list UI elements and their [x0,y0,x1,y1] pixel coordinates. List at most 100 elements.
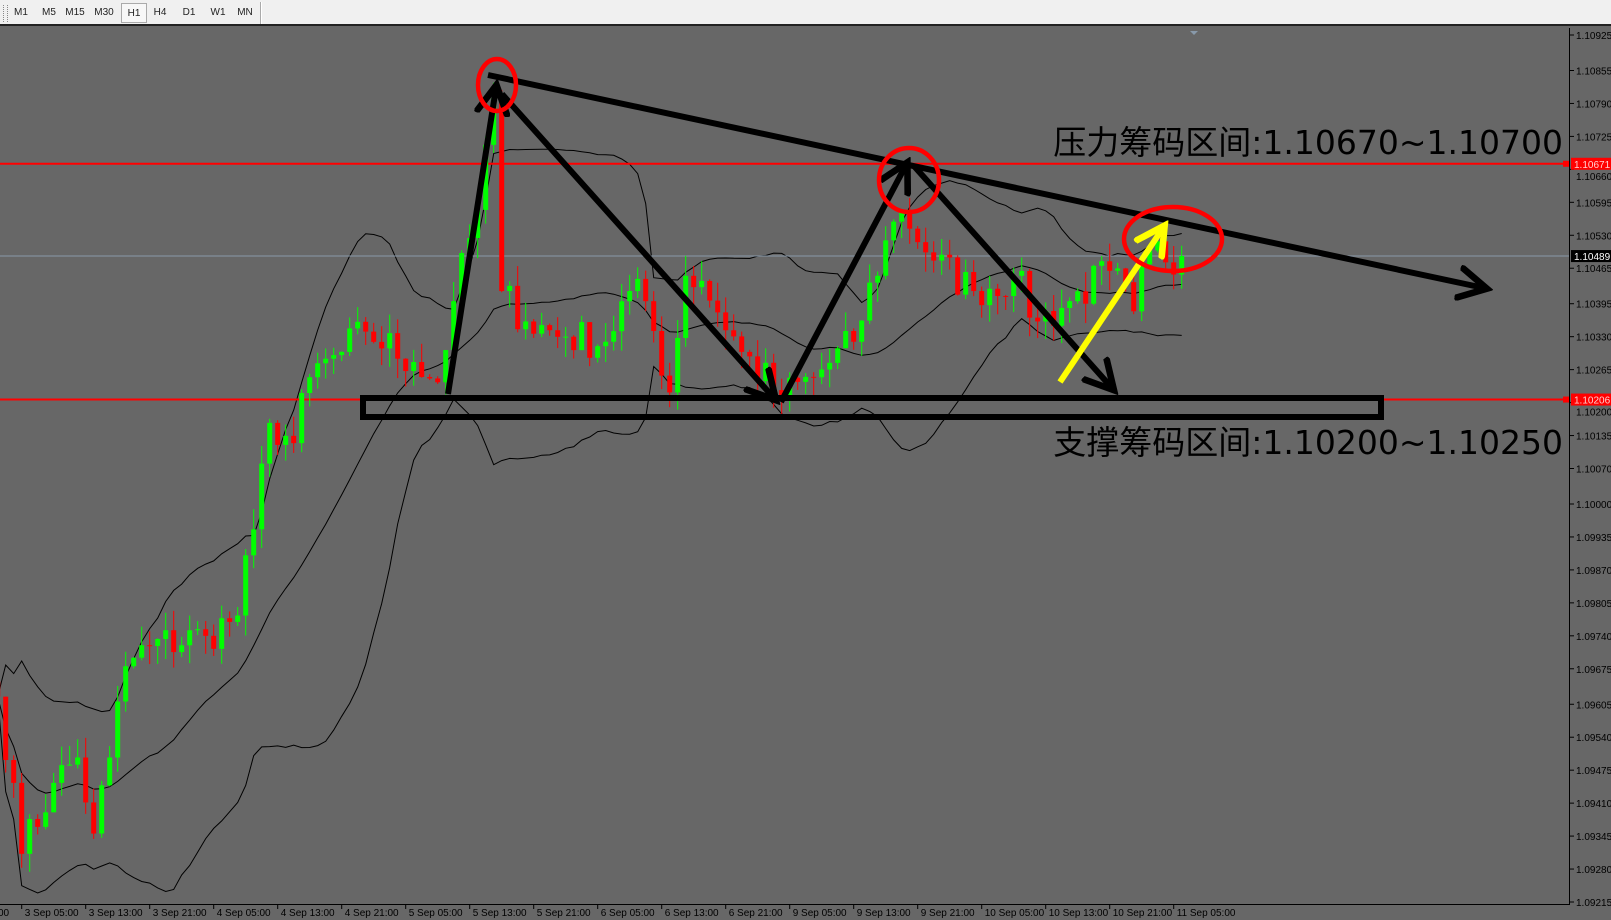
candle [1083,272,1089,324]
candle-body [1179,256,1185,275]
candle-body [387,333,393,349]
price-tick-label: 1.10330 [1576,333,1611,344]
candle [875,271,881,302]
candle-body [771,362,777,391]
candle-body [739,336,745,352]
level-handle[interactable] [1563,396,1569,403]
timeframe-m15-button[interactable]: M15 [65,7,85,18]
candle-body [419,362,425,377]
candle [1075,288,1081,304]
timeframe-w1-button[interactable]: W1 [210,7,226,18]
time-tick-label: 4 Sep 05:00 [217,908,271,919]
candle [67,745,73,766]
candle [1035,307,1041,339]
current-price-tag-label: 1.10489 [1574,252,1611,263]
price-chart[interactable]: 压力筹码区间:1.10670~1.10700 支撑筹码区间:1.10200~1.… [0,27,1611,920]
candle [979,286,985,318]
candle-body [267,422,273,464]
price-tick-label: 1.10725 [1576,132,1611,143]
candle-body [443,350,449,383]
candle [971,260,977,297]
timeframe-m30-button[interactable]: M30 [94,7,114,18]
candle [11,755,17,798]
candle [947,239,953,270]
timeframe-h4-button[interactable]: H4 [153,7,167,18]
candle-body [83,757,89,803]
price-tick-label: 1.09540 [1576,733,1611,744]
candle-body [291,435,297,444]
price-tags: 1.10671 1.10206 1.10489 [1563,157,1611,407]
candle-body [147,645,153,647]
candle-body [1099,261,1105,266]
candle [315,352,321,389]
wave-arrow-up-1 [445,88,496,395]
timeframe-d1-button[interactable]: D1 [182,7,196,18]
candle-body [395,333,401,359]
timeframe-m5-button[interactable]: M5 [42,7,56,18]
candle-body [91,802,97,834]
candle [291,416,297,453]
toolbar-separator [260,2,262,24]
candle [923,227,929,272]
price-tick-label: 1.10200 [1576,408,1611,419]
candle-body [1123,268,1129,283]
time-tick-label: 3 Sep 13:00 [89,908,143,919]
candle-body [1067,301,1073,308]
candle-body [667,375,673,393]
candle-body [27,819,33,854]
candle [267,418,273,477]
price-tick-label: 1.10925 [1576,31,1611,42]
price-tick-label: 1.09805 [1576,599,1611,610]
peak-circle-2 [876,145,942,215]
wave-arrow-down-1 [499,91,774,398]
toolbar-grip[interactable] [3,5,8,22]
support-zone-label: 支撑筹码区间:1.10200~1.10250 [1053,423,1563,462]
peak-circle-1 [475,56,519,114]
candle [363,317,369,345]
candle-body [851,331,857,342]
candle [227,611,233,637]
candle-body [979,291,985,306]
candle [3,696,9,773]
time-axis: 00 3 Sep 05:00 3 Sep 13:00 3 Sep 21:00 4 Sep… [0,905,1236,919]
candle-body [131,657,137,667]
candle-body [571,336,577,351]
candle [323,348,329,379]
candle [307,373,313,407]
candle-body [555,330,561,337]
timeframe-m1-button[interactable]: M1 [14,7,28,18]
level-lines [0,162,1569,401]
candle-body [1139,264,1145,312]
candle [699,261,705,295]
price-tick-label: 1.10855 [1576,66,1611,77]
candle-body [227,618,233,622]
candle-body [347,328,353,352]
candle-body [1003,295,1009,297]
price-tick-label: 1.10000 [1576,500,1611,511]
candle-body [123,666,129,702]
candle-body [315,363,321,378]
candle [179,636,185,658]
candle-body [747,351,753,357]
candle-body [531,321,537,334]
level-handle[interactable] [1563,160,1569,167]
candle [955,255,961,296]
candle-body [643,278,649,302]
candle-body [651,301,657,332]
timeframe-mn-button[interactable]: MN [237,7,253,18]
candle-body [235,615,241,622]
candle-body [659,331,665,376]
level-price-tag-label: 1.10671 [1574,160,1611,171]
chart-shift-marker[interactable] [1190,31,1198,35]
time-tick-label: 5 Sep 05:00 [409,908,463,919]
candle-body [499,98,505,292]
price-tick-label: 1.10790 [1576,99,1611,110]
candle-body [323,358,329,364]
timeframe-h1-button[interactable]: H1 [121,3,147,23]
candle-body [195,629,201,631]
candle-body [627,291,633,302]
time-tick-label: 9 Sep 13:00 [857,908,911,919]
candle [731,314,737,341]
candle [91,788,97,839]
annotations: 压力筹码区间:1.10670~1.10700 支撑筹码区间:1.10200~1.… [360,56,1563,462]
